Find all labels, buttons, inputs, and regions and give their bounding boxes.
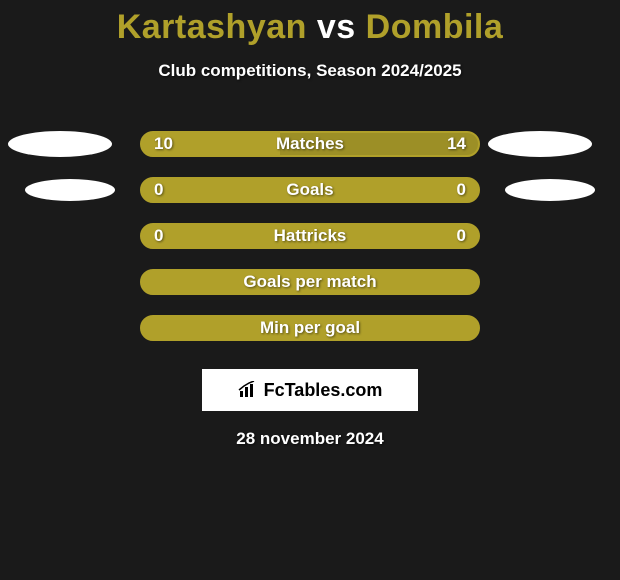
value-left: 0 <box>154 180 163 200</box>
bar-fill-left <box>142 271 312 295</box>
bar-track: Hattricks00 <box>140 223 480 249</box>
page-title: Kartashyan vs Dombila <box>0 0 620 47</box>
bar-track: Goals00 <box>140 177 480 203</box>
subtitle: Club competitions, Season 2024/2025 <box>0 61 620 81</box>
stat-row: Min per goal <box>0 305 620 351</box>
logo-box: FcTables.com <box>202 369 418 411</box>
title-vs: vs <box>317 8 356 46</box>
player-blob-right <box>505 179 595 201</box>
title-player2: Dombila <box>366 8 504 46</box>
logo-text: FcTables.com <box>264 380 383 401</box>
player-blob-left <box>8 131 112 157</box>
bar-track: Matches1014 <box>140 131 480 157</box>
bar-fill-left <box>142 225 312 249</box>
stat-row: Goals00 <box>0 167 620 213</box>
bar-fill-right <box>308 225 478 249</box>
player-blob-left <box>25 179 115 201</box>
bar-track: Min per goal <box>140 315 480 341</box>
value-right: 0 <box>457 180 466 200</box>
stat-row: Goals per match <box>0 259 620 305</box>
bar-fill-right <box>308 317 478 341</box>
bar-track: Goals per match <box>140 269 480 295</box>
stat-row: Matches1014 <box>0 121 620 167</box>
bar-fill-right <box>308 271 478 295</box>
value-right: 0 <box>457 226 466 246</box>
logo-chart-icon <box>238 381 260 399</box>
value-right: 14 <box>447 134 466 154</box>
bar-fill-left <box>142 317 312 341</box>
value-left: 0 <box>154 226 163 246</box>
date-line: 28 november 2024 <box>0 429 620 449</box>
bar-fill-left <box>142 179 312 203</box>
title-player1: Kartashyan <box>117 8 307 46</box>
comparison-chart: Matches1014Goals00Hattricks00Goals per m… <box>0 121 620 351</box>
stat-row: Hattricks00 <box>0 213 620 259</box>
logo: FcTables.com <box>238 380 383 401</box>
player-blob-right <box>488 131 592 157</box>
bar-fill-right <box>308 179 478 203</box>
value-left: 10 <box>154 134 173 154</box>
